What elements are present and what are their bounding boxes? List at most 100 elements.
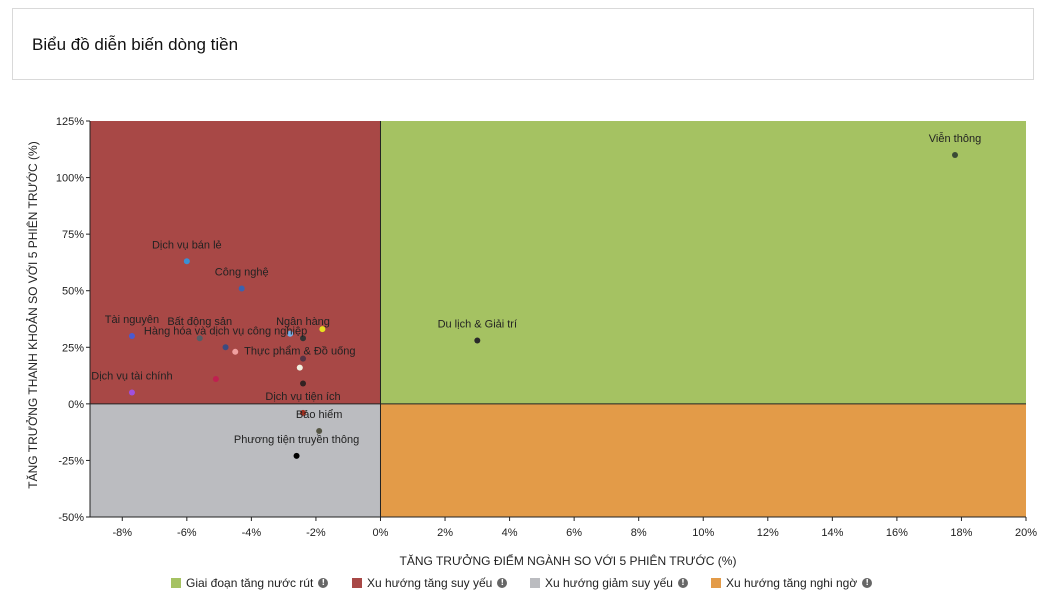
data-point-label: Bảo hiểm xyxy=(296,409,342,421)
data-point xyxy=(183,258,190,265)
data-point xyxy=(951,151,958,158)
y-tick-label: -50% xyxy=(58,512,84,524)
data-point-group: Công nghệ xyxy=(215,266,269,292)
data-point xyxy=(222,344,229,351)
x-tick-label: -6% xyxy=(177,527,197,539)
data-point-group xyxy=(287,330,294,337)
legend-swatch xyxy=(530,578,540,588)
x-axis-title: TĂNG TRƯỞNG ĐIỂM NGÀNH SO VỚI 5 PHIÊN TR… xyxy=(400,553,737,568)
data-point-group: Bảo hiểm xyxy=(296,409,342,435)
x-tick-label: 20% xyxy=(1015,527,1037,539)
data-point-group: Dịch vụ tiện ích xyxy=(265,391,341,416)
chart-legend: Giai đoạn tăng nước rút ! Xu hướng tăng … xyxy=(0,576,1050,594)
data-point xyxy=(238,285,245,292)
quadrant-bottom-left xyxy=(90,403,381,517)
data-point-group: Dịch vụ bán lẻ xyxy=(152,239,222,265)
data-point xyxy=(212,375,219,382)
info-icon[interactable]: ! xyxy=(862,578,873,588)
x-tick-label: 8% xyxy=(631,527,647,539)
data-point-group xyxy=(319,326,326,333)
quadrant-top-left xyxy=(90,121,381,404)
data-point-label: Tài nguyên xyxy=(105,314,159,326)
chart-header-title: Biểu đồ diễn biến dòng tiền xyxy=(32,35,239,54)
x-tick-label: 4% xyxy=(502,527,518,539)
data-point xyxy=(196,335,203,342)
data-point xyxy=(300,380,307,387)
data-point-group: Du lịch & Giải trí xyxy=(438,318,517,344)
legend-label: Giai đoạn tăng nước rút xyxy=(186,576,314,590)
data-point-group: Phương tiện truyền thông xyxy=(234,434,359,459)
data-point xyxy=(319,326,326,333)
data-point-group xyxy=(212,375,219,382)
y-tick-label: 50% xyxy=(62,286,84,298)
y-tick-label: 25% xyxy=(62,342,84,354)
data-point-label: Dịch vụ bán lẻ xyxy=(152,239,222,251)
data-point-label: Công nghệ xyxy=(215,266,269,278)
y-tick-label: 0% xyxy=(68,399,84,411)
data-point xyxy=(300,409,307,416)
legend-swatch xyxy=(352,578,362,588)
legend-label: Xu hướng giảm suy yếu xyxy=(545,576,673,590)
info-icon[interactable]: ! xyxy=(497,578,508,588)
legend-item-giai-doan-tang-nuoc-rut[interactable]: Giai đoạn tăng nước rút ! xyxy=(171,576,329,590)
data-point-label: Hàng hóa và dịch vụ công nghiệp xyxy=(144,325,307,337)
chart-header-card: Biểu đồ diễn biến dòng tiền xyxy=(12,8,1034,80)
data-point-label: Du lịch & Giải trí xyxy=(438,318,517,330)
data-point-label: Thực phẩm & Đồ uống xyxy=(244,346,355,358)
legend-swatch xyxy=(171,578,181,588)
data-point-group: Viễn thông xyxy=(929,132,981,158)
data-point xyxy=(316,428,323,435)
x-tick-label: 18% xyxy=(950,527,972,539)
y-tick-label: 125% xyxy=(56,116,84,128)
data-point xyxy=(128,332,135,339)
x-tick-label: 10% xyxy=(692,527,714,539)
x-tick-label: 2% xyxy=(437,527,453,539)
data-point xyxy=(296,364,303,371)
y-tick-label: 75% xyxy=(62,229,84,241)
data-point xyxy=(128,389,135,396)
data-point-group: Dịch vụ tài chính xyxy=(91,371,173,396)
data-point-group: Tài nguyên xyxy=(105,314,159,339)
data-point xyxy=(474,337,481,344)
legend-item-xu-huong-tang-suy-yeu[interactable]: Xu hướng tăng suy yếu ! xyxy=(352,576,508,590)
legend-item-xu-huong-tang-nghi-ngo[interactable]: Xu hướng tăng nghi ngờ ! xyxy=(711,576,873,590)
quadrant-bottom-right xyxy=(380,403,1026,517)
data-point xyxy=(287,330,294,337)
info-icon[interactable]: ! xyxy=(677,578,688,588)
quadrant-top-right xyxy=(380,121,1026,404)
data-point-label: Viễn thông xyxy=(929,132,981,145)
data-point xyxy=(293,452,300,459)
data-point-group xyxy=(300,355,307,362)
data-point xyxy=(300,335,307,342)
x-tick-label: 6% xyxy=(566,527,582,539)
y-axis-title: TĂNG TRƯỞNG THANH KHOẢN SO VỚI 5 PHIÊN T… xyxy=(25,141,40,488)
y-tick-label: -25% xyxy=(58,455,84,467)
x-tick-label: -4% xyxy=(242,527,262,539)
data-point xyxy=(300,355,307,362)
data-point-label: Dịch vụ tài chính xyxy=(91,371,172,383)
x-tick-label: -8% xyxy=(112,527,132,539)
x-tick-label: -2% xyxy=(306,527,326,539)
data-point-group: Hàng hóa và dịch vụ công nghiệp xyxy=(144,325,307,351)
data-point-label: Ngân hàng xyxy=(276,316,330,328)
info-icon[interactable]: ! xyxy=(318,578,329,588)
legend-swatch xyxy=(711,578,721,588)
data-point-label: Dịch vụ tiện ích xyxy=(265,391,340,403)
legend-item-xu-huong-giam-suy-yeu[interactable]: Xu hướng giảm suy yếu ! xyxy=(530,576,688,590)
x-tick-label: 16% xyxy=(886,527,908,539)
data-point-group: Bất động sản xyxy=(167,316,232,342)
x-tick-label: 0% xyxy=(373,527,389,539)
data-point-label: Bất động sản xyxy=(167,316,232,328)
legend-label: Xu hướng tăng suy yếu xyxy=(367,576,493,590)
data-point-group xyxy=(232,348,239,355)
data-point xyxy=(232,348,239,355)
data-point-label: Phương tiện truyền thông xyxy=(234,434,359,446)
data-point-group: Ngân hàng xyxy=(276,316,330,342)
x-tick-label: 14% xyxy=(821,527,843,539)
x-tick-label: 12% xyxy=(757,527,779,539)
y-tick-label: 100% xyxy=(56,173,84,185)
data-point-group: Thực phẩm & Đồ uống xyxy=(244,346,355,371)
data-point-group xyxy=(300,380,307,387)
legend-label: Xu hướng tăng nghi ngờ xyxy=(726,576,858,590)
